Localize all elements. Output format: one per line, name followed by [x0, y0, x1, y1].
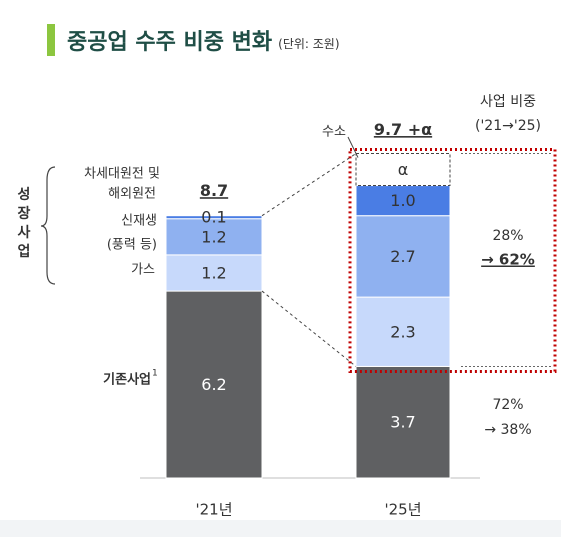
group-label-char: 사 [18, 225, 31, 241]
data-label: 1.0 [390, 191, 415, 210]
data-label: 1.2 [201, 227, 226, 246]
data-label: 3.7 [390, 413, 415, 432]
bar-segment [165, 218, 263, 256]
bar-segment [165, 215, 263, 220]
share-header: 사업 비중 [480, 94, 536, 110]
group-brace [40, 166, 56, 285]
data-label: 1.2 [201, 263, 226, 282]
series-label-nuclear: 해외원전 [108, 187, 156, 202]
page-title: 중공업 수주 비중 변화 [67, 30, 273, 55]
group-label-char: 장 [18, 205, 31, 222]
group-label-char: 업 [18, 244, 31, 260]
series-label-gas: 가스 [131, 263, 155, 278]
leader-line [347, 136, 359, 158]
bar-segment [355, 153, 451, 187]
footer-band [0, 520, 561, 537]
share-to: → 38% [484, 422, 531, 438]
data-label: 2.7 [390, 247, 415, 266]
bar-segment [355, 215, 451, 298]
data-label: α [398, 160, 409, 179]
data-label: 6.2 [201, 375, 226, 394]
x-tick-label: '21년 [195, 501, 232, 519]
highlight-box [348, 148, 557, 373]
series-label-nuclear: 차세대원전 및 [84, 167, 160, 182]
series-label-renewables: 신재생 [121, 214, 157, 229]
share-to: → 62% [481, 251, 535, 269]
footnote-mark: 1 [152, 369, 158, 379]
bar-segment [165, 290, 263, 479]
unit-label: (단위: 조원) [278, 36, 340, 51]
title-row: 중공업 수주 비중 변화 (단위: 조원) [47, 22, 340, 58]
share-from: 72% [492, 397, 523, 413]
bar-segment [165, 254, 263, 292]
series-label-existing: 기존사업 [103, 372, 151, 388]
share-from: 28% [492, 228, 523, 244]
bar-segment [355, 185, 451, 217]
series-label-hydrogen: 수소 [322, 125, 346, 140]
data-label: 0.1 [201, 208, 226, 227]
x-tick-label: '25년 [384, 501, 421, 519]
group-label-char: 성 [18, 187, 31, 203]
share-header: ('21→'25) [475, 118, 541, 134]
data-label: 2.3 [390, 322, 415, 341]
connector-line [261, 290, 357, 367]
title-accent-bar [47, 24, 55, 56]
total-label: 8.7 [200, 181, 228, 200]
series-label-renewables: (풍력 등) [107, 238, 157, 253]
connector-line [261, 153, 357, 217]
total-label: 9.7 +α [374, 120, 432, 139]
